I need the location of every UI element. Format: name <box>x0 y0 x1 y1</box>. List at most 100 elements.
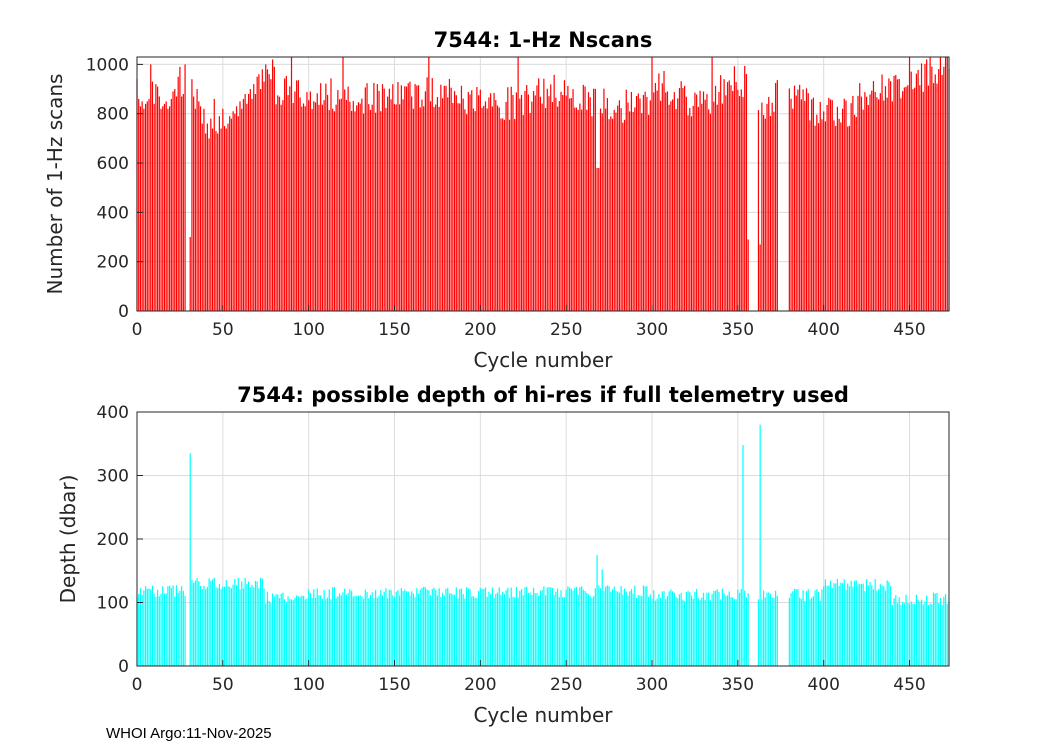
top-bar <box>531 101 533 311</box>
top-bar <box>908 57 911 311</box>
top-bar <box>644 91 646 312</box>
bottom-bar <box>850 580 852 666</box>
bottom-bar <box>254 580 257 666</box>
top-bar <box>230 118 233 311</box>
top-bar <box>799 84 801 311</box>
bottom-bar <box>441 592 444 666</box>
top-bar <box>653 92 655 311</box>
top-bar <box>833 120 835 311</box>
top-bar <box>637 93 639 311</box>
bottom-bar <box>263 588 265 666</box>
top-chart: 0 50 100 150 200 250 300 350 400 450 0 200 400 600 80… <box>43 28 950 372</box>
bottom-bar <box>356 596 358 666</box>
bottom-bar <box>376 597 378 666</box>
top-bar <box>711 57 713 311</box>
bottom-bar <box>189 453 191 666</box>
bottom-bar <box>893 598 895 666</box>
top-bar <box>725 95 727 312</box>
top-bar <box>541 103 543 312</box>
bottom-bar <box>235 585 238 666</box>
top-bar <box>301 106 303 311</box>
top-bar <box>400 85 402 311</box>
top-bar <box>148 98 150 311</box>
top-bar <box>520 94 523 311</box>
top-bar <box>665 92 667 311</box>
top-bar <box>543 78 545 311</box>
top-bar <box>534 95 536 311</box>
top-bar <box>153 103 155 311</box>
bottom-bar <box>144 585 147 666</box>
top-bar <box>819 101 821 311</box>
bottom-bar <box>237 577 239 666</box>
top-bar <box>247 93 250 311</box>
bottom-bar <box>265 603 267 666</box>
top-bar <box>453 91 456 312</box>
top-bar <box>313 101 315 311</box>
bottom-bar <box>865 579 868 666</box>
top-bar <box>584 86 586 312</box>
top-bar <box>903 87 905 312</box>
top-bar <box>193 96 195 311</box>
top-bar <box>917 69 919 311</box>
bottom-bar <box>230 588 233 666</box>
top-bar <box>517 57 519 311</box>
bottom-bar <box>519 590 521 666</box>
bottom-bar <box>476 598 478 666</box>
bottom-bar <box>565 589 567 666</box>
bottom-bar <box>508 597 511 666</box>
top-bar <box>404 86 406 311</box>
top-bar <box>850 103 852 311</box>
bottom-bar <box>455 587 457 666</box>
bottom-bar <box>551 588 554 666</box>
top-bar <box>376 84 378 311</box>
top-bar <box>845 100 847 311</box>
top-bar <box>902 91 904 312</box>
bottom-bar <box>914 603 916 666</box>
bottom-bar <box>417 593 420 666</box>
top-bar <box>326 94 329 311</box>
bottom-bar <box>886 580 888 666</box>
top-bar <box>620 108 622 312</box>
top-bar <box>666 91 669 311</box>
top-bar <box>205 133 207 311</box>
bottom-bar <box>690 595 693 666</box>
bottom-bar <box>242 588 245 666</box>
top-bar <box>361 98 363 311</box>
top-bar <box>325 83 327 311</box>
bottom-bar <box>163 593 166 666</box>
bottom-bar <box>170 588 172 666</box>
top-bar <box>646 97 648 311</box>
bottom-bar <box>793 588 796 666</box>
top-bar <box>605 108 607 311</box>
bottom-bar <box>453 594 456 666</box>
bottom-bar <box>673 592 675 666</box>
top-bar <box>627 102 629 311</box>
top-bar <box>306 92 308 311</box>
top-bar <box>519 98 521 312</box>
top-bar <box>682 88 684 311</box>
top-bar <box>855 116 857 311</box>
bottom-bar <box>301 595 303 666</box>
top-bar <box>429 101 432 311</box>
bottom-bar <box>567 586 569 666</box>
bottom-bar <box>527 592 530 666</box>
top-bar <box>941 74 943 312</box>
top-bar <box>229 116 231 311</box>
top-bar <box>280 104 282 311</box>
bottom-bar <box>716 589 718 666</box>
bottom-bar <box>790 593 792 666</box>
top-bar <box>369 109 372 312</box>
bottom-bar <box>532 587 535 666</box>
bottom-bar <box>407 591 409 666</box>
top-bar <box>728 80 730 312</box>
bottom-bar <box>247 581 250 666</box>
top-bar <box>277 95 279 311</box>
top-bar <box>242 98 245 311</box>
top-bar <box>246 103 248 311</box>
top-bar <box>635 95 638 311</box>
top-bar <box>290 57 293 311</box>
bottom-bar <box>646 586 648 666</box>
bottom-y-axis-label: Depth (dbar) <box>56 475 80 604</box>
bottom-bar <box>939 597 942 666</box>
top-bar <box>201 123 203 312</box>
